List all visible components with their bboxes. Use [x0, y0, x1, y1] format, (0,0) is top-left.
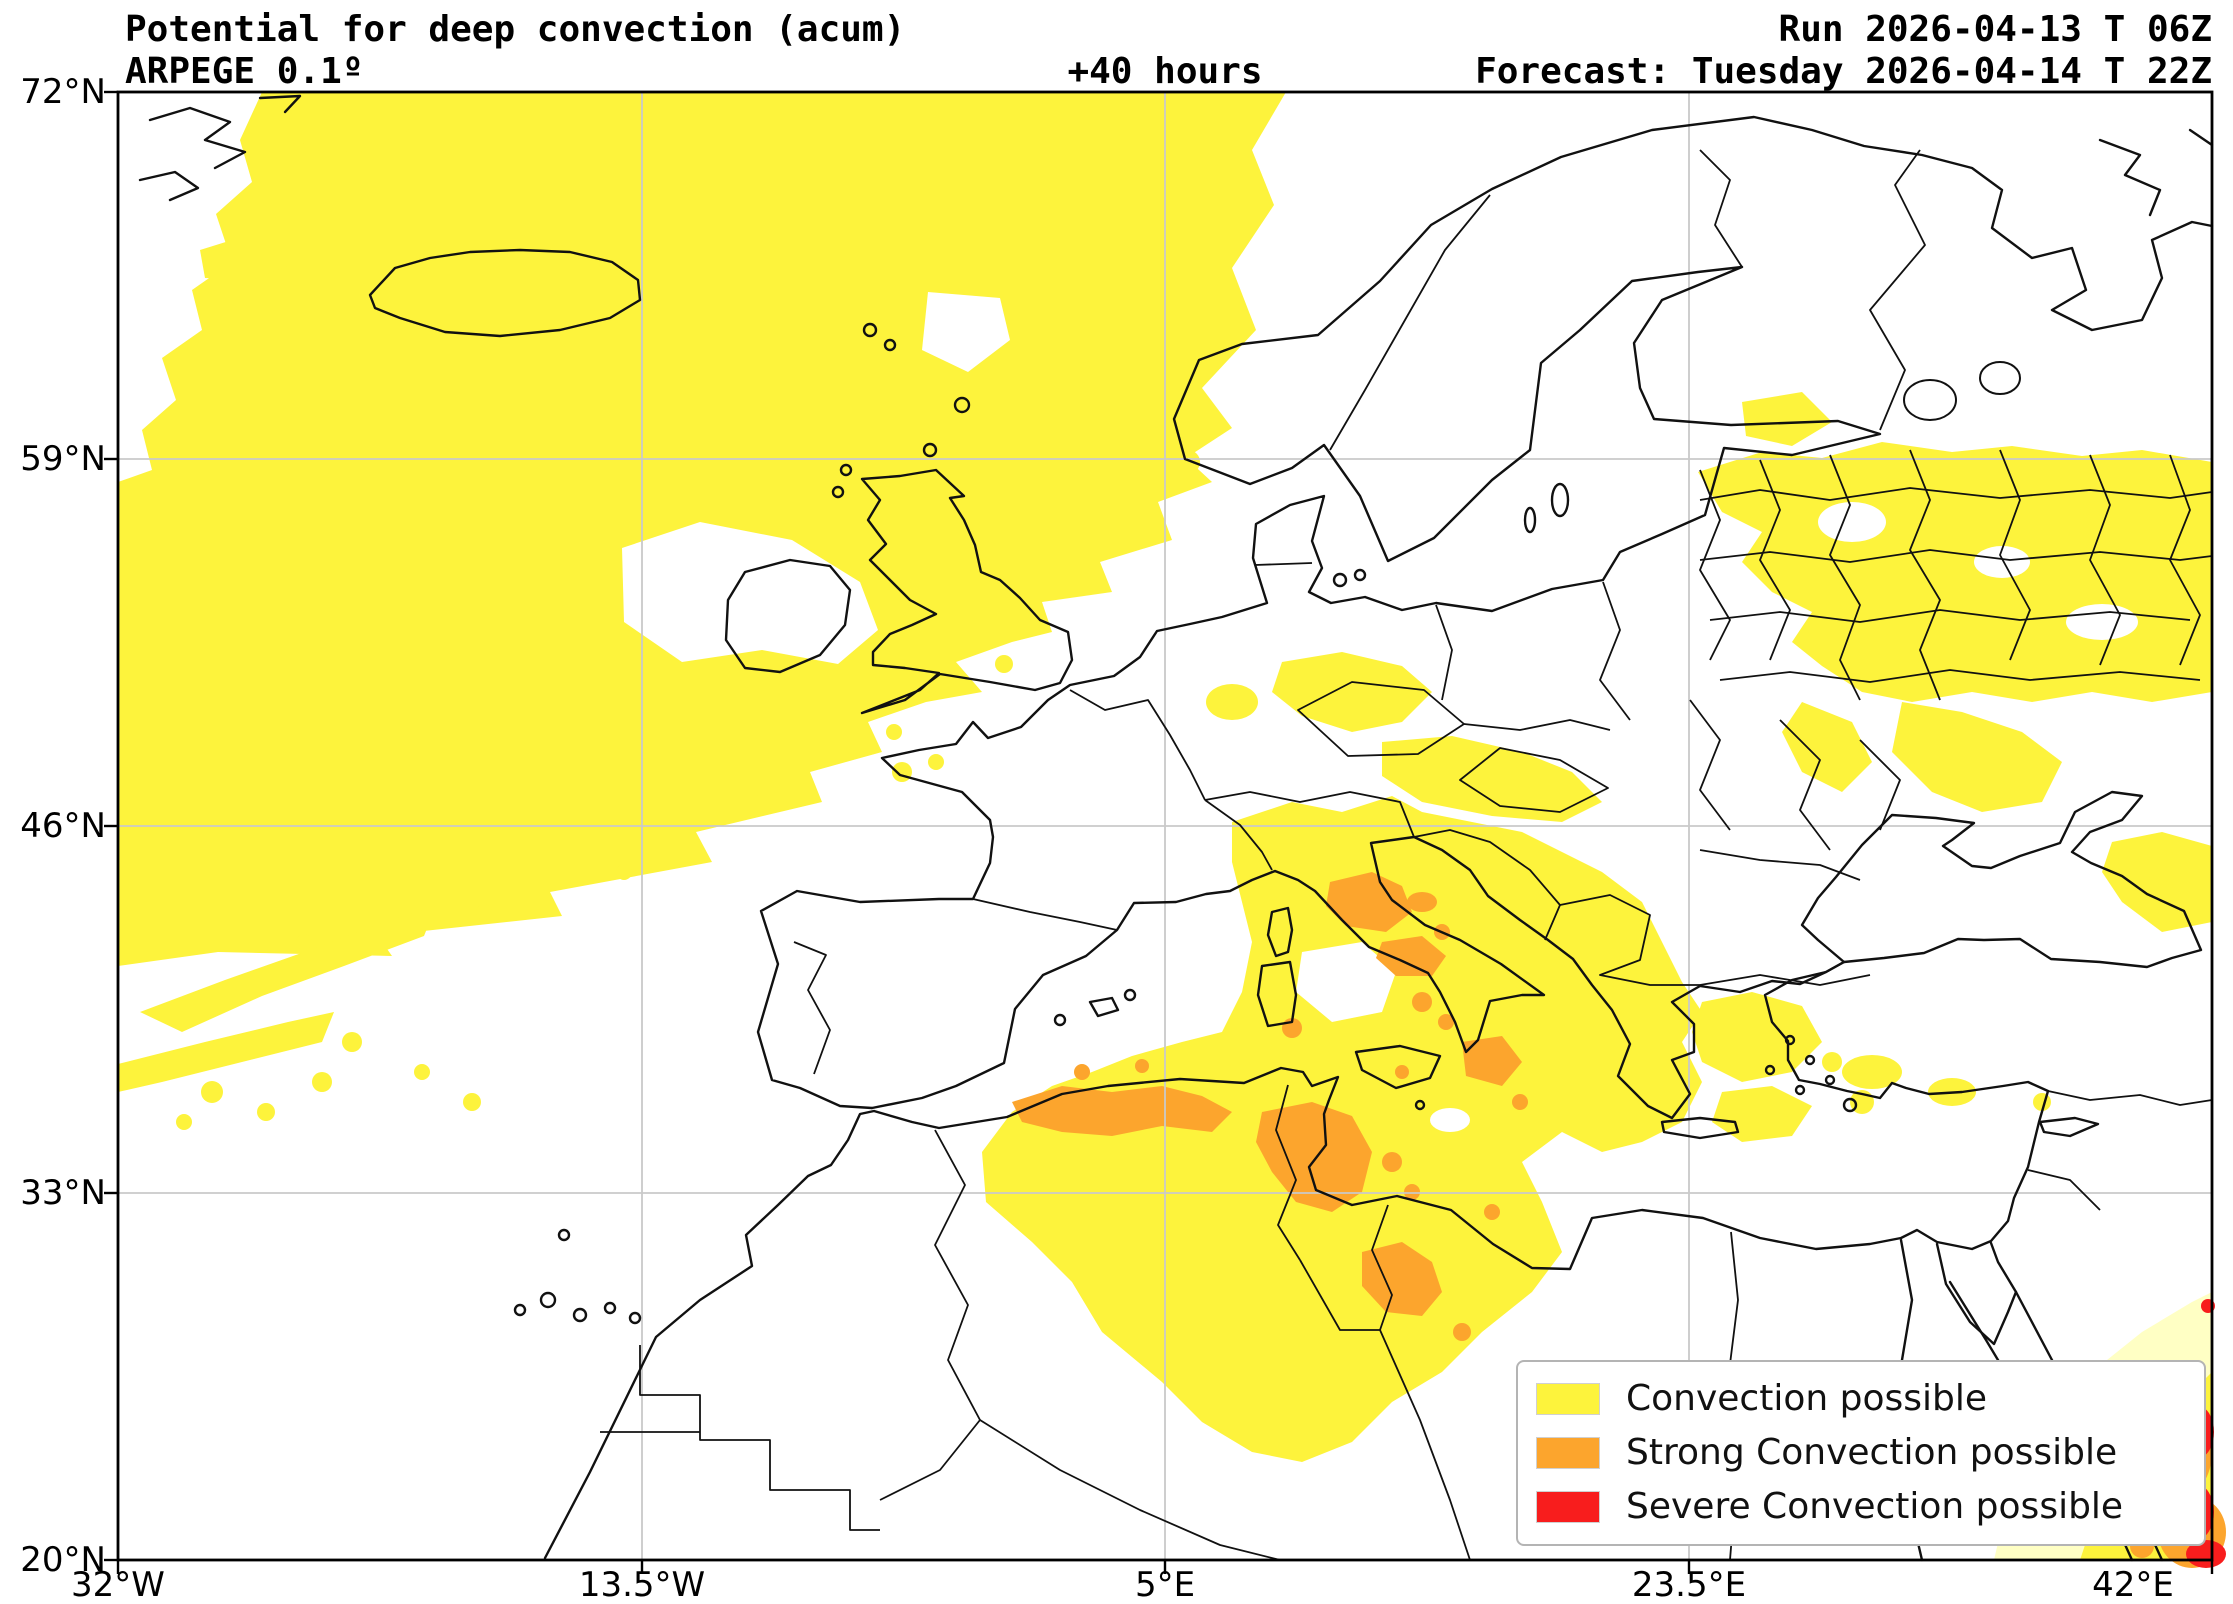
legend-swatch-severe-convection: [1536, 1491, 1600, 1523]
y-tick-46n: 46°N: [20, 806, 106, 846]
x-tick-5e: 5°E: [1134, 1565, 1196, 1604]
legend: Convection possible Strong Convection po…: [1516, 1360, 2206, 1546]
run-label: Run 2026-04-13 T 06Z: [1778, 9, 2212, 50]
legend-label-severe-convection: Severe Convection possible: [1626, 1486, 2124, 1527]
map-title: Potential for deep convection (acum): [125, 9, 906, 50]
coastline-layer: [138, 94, 2214, 1562]
legend-swatch-strong-convection: [1536, 1437, 1600, 1469]
legend-swatch-convection: [1536, 1383, 1600, 1415]
forecast-label: Forecast: Tuesday 2026-04-14 T 22Z: [1475, 51, 2212, 92]
y-tick-59n: 59°N: [20, 439, 106, 479]
x-tick-13-5w: 13.5°W: [578, 1565, 706, 1604]
lead-time-label: +40 hours: [1067, 51, 1263, 92]
plot-frame: [104, 90, 2214, 1574]
model-label: ARPEGE 0.1º: [125, 51, 364, 92]
legend-item-severe-convection: Severe Convection possible: [1536, 1481, 2186, 1533]
legend-label-convection: Convection possible: [1626, 1378, 1988, 1419]
x-tick-23-5e: 23.5°E: [1631, 1565, 1747, 1604]
convection-speckles: [176, 412, 1200, 1130]
y-tick-20n: 20°N: [20, 1540, 106, 1580]
axis-tick-marks: [104, 90, 2214, 1574]
legend-label-strong-convection: Strong Convection possible: [1626, 1432, 2118, 1473]
x-tick-32w: 32°W: [71, 1565, 165, 1604]
legend-item-convection: Convection possible: [1536, 1373, 2186, 1425]
legend-item-strong-convection: Strong Convection possible: [1536, 1427, 2186, 1479]
small-islands: [513, 322, 1858, 1325]
y-tick-33n: 33°N: [20, 1173, 106, 1213]
y-tick-72n: 72°N: [20, 72, 106, 112]
x-tick-42e: 42°E: [2092, 1565, 2174, 1604]
grid-lines: [118, 92, 2212, 1560]
